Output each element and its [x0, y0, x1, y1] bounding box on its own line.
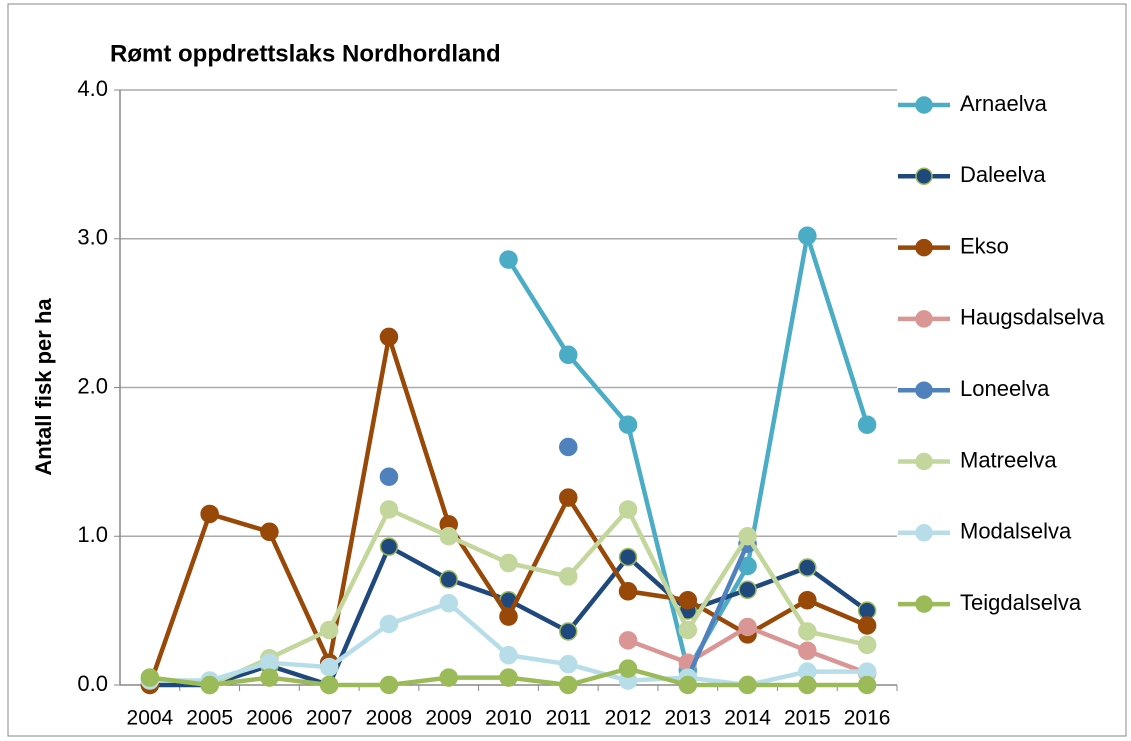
series-marker	[738, 527, 757, 546]
x-tick-label: 2012	[605, 707, 652, 730]
series-marker	[798, 226, 817, 246]
series-marker	[439, 570, 458, 589]
legend-label: Modalselva	[960, 519, 1072, 544]
series-marker	[499, 250, 518, 269]
series-marker	[559, 345, 578, 365]
series-marker	[499, 646, 518, 665]
series-marker	[319, 675, 339, 695]
x-tick-label: 2005	[186, 707, 233, 730]
series-marker	[738, 675, 757, 695]
series-marker	[439, 668, 458, 687]
x-tick-label: 2009	[425, 707, 472, 730]
x-tick-label: 2011	[546, 707, 591, 730]
x-tick-label: 2016	[844, 707, 891, 730]
x-tick-label: 2013	[664, 707, 711, 730]
series-marker	[559, 437, 578, 457]
x-tick-label: 2004	[127, 707, 174, 730]
series-marker	[618, 659, 638, 678]
series-marker	[618, 582, 638, 601]
series-marker	[200, 504, 219, 524]
series-marker	[618, 631, 638, 650]
series-marker	[379, 614, 399, 634]
series-marker	[559, 622, 578, 641]
series-marker	[379, 537, 399, 556]
series-marker	[678, 620, 698, 640]
x-tick-label: 2007	[306, 707, 353, 730]
series-marker	[439, 593, 458, 613]
chart-border	[7, 3, 1127, 737]
series-marker	[798, 558, 817, 577]
series-marker	[857, 635, 877, 655]
series-marker	[798, 675, 817, 695]
legend-label: Loneelva	[960, 376, 1050, 401]
series-marker	[499, 553, 518, 573]
y-axis-label: Antall fisk per ha	[31, 298, 56, 476]
legend-marker	[915, 238, 933, 257]
legend-marker	[915, 310, 933, 328]
series-marker	[439, 527, 458, 546]
x-tick-label: 2008	[366, 707, 413, 730]
series-marker	[200, 675, 219, 695]
series-marker	[559, 567, 578, 586]
legend-label: Arnaelva	[960, 91, 1048, 116]
x-tick-label: 2006	[246, 707, 293, 730]
legend-marker	[915, 96, 933, 114]
legend-label: Haugsdalselva	[960, 305, 1105, 330]
series-marker	[140, 668, 160, 687]
series-marker	[499, 607, 518, 626]
series-marker	[857, 415, 877, 434]
series-marker	[618, 547, 638, 567]
series-marker	[618, 415, 638, 434]
y-tick-label: 4.0	[77, 76, 108, 101]
series-marker	[798, 622, 817, 641]
y-tick-label: 0.0	[77, 671, 108, 696]
series-marker	[618, 500, 638, 519]
legend-label: Ekso	[960, 233, 1009, 258]
legend-marker	[915, 167, 933, 186]
series-marker	[798, 641, 817, 661]
x-tick-label: 2014	[724, 707, 771, 730]
series-marker	[319, 620, 339, 640]
series-marker	[379, 500, 399, 519]
series-marker	[559, 488, 578, 507]
series-marker	[678, 675, 698, 695]
legend-marker	[915, 381, 933, 399]
series-marker	[857, 675, 877, 695]
legend-marker	[915, 595, 933, 613]
series-marker	[798, 590, 817, 610]
series-marker	[738, 617, 757, 637]
legend-marker	[915, 452, 933, 471]
legend-label: Daleelva	[960, 162, 1046, 187]
series-marker	[499, 668, 518, 687]
series-marker	[738, 580, 757, 600]
series-marker	[559, 675, 578, 695]
y-tick-label: 1.0	[77, 522, 108, 547]
series-marker	[559, 654, 578, 674]
series-marker	[857, 616, 877, 635]
series-marker	[379, 467, 399, 486]
series-line	[685, 542, 750, 679]
series-marker	[260, 522, 279, 542]
series-marker	[379, 327, 399, 347]
legend-label: Matreelva	[960, 447, 1057, 472]
legend-marker	[915, 524, 933, 542]
series-marker	[379, 675, 399, 695]
series-marker	[260, 668, 279, 687]
series-marker	[319, 657, 339, 677]
legend-label: Teigdalselva	[960, 590, 1082, 615]
y-tick-label: 2.0	[77, 373, 108, 398]
series-marker	[678, 590, 698, 610]
x-tick-label: 2010	[485, 707, 532, 730]
y-tick-label: 3.0	[77, 225, 108, 250]
x-tick-label: 2015	[784, 707, 831, 730]
chart-title: Rømt oppdrettslaks Nordhordland	[110, 40, 501, 67]
